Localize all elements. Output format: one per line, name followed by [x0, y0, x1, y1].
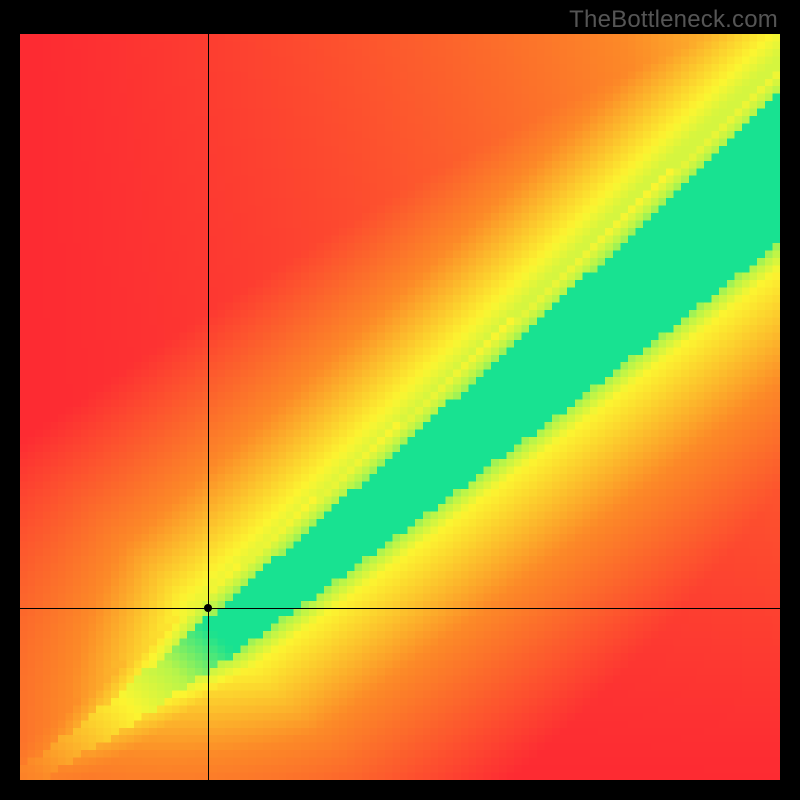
watermark-text: TheBottleneck.com — [569, 6, 778, 34]
heatmap-canvas — [20, 34, 780, 780]
crosshair-vertical — [208, 34, 209, 780]
crosshair-horizontal — [20, 608, 780, 609]
chart-container: TheBottleneck.com — [0, 0, 800, 800]
marker-dot — [204, 604, 212, 612]
heatmap-plot — [20, 34, 780, 780]
